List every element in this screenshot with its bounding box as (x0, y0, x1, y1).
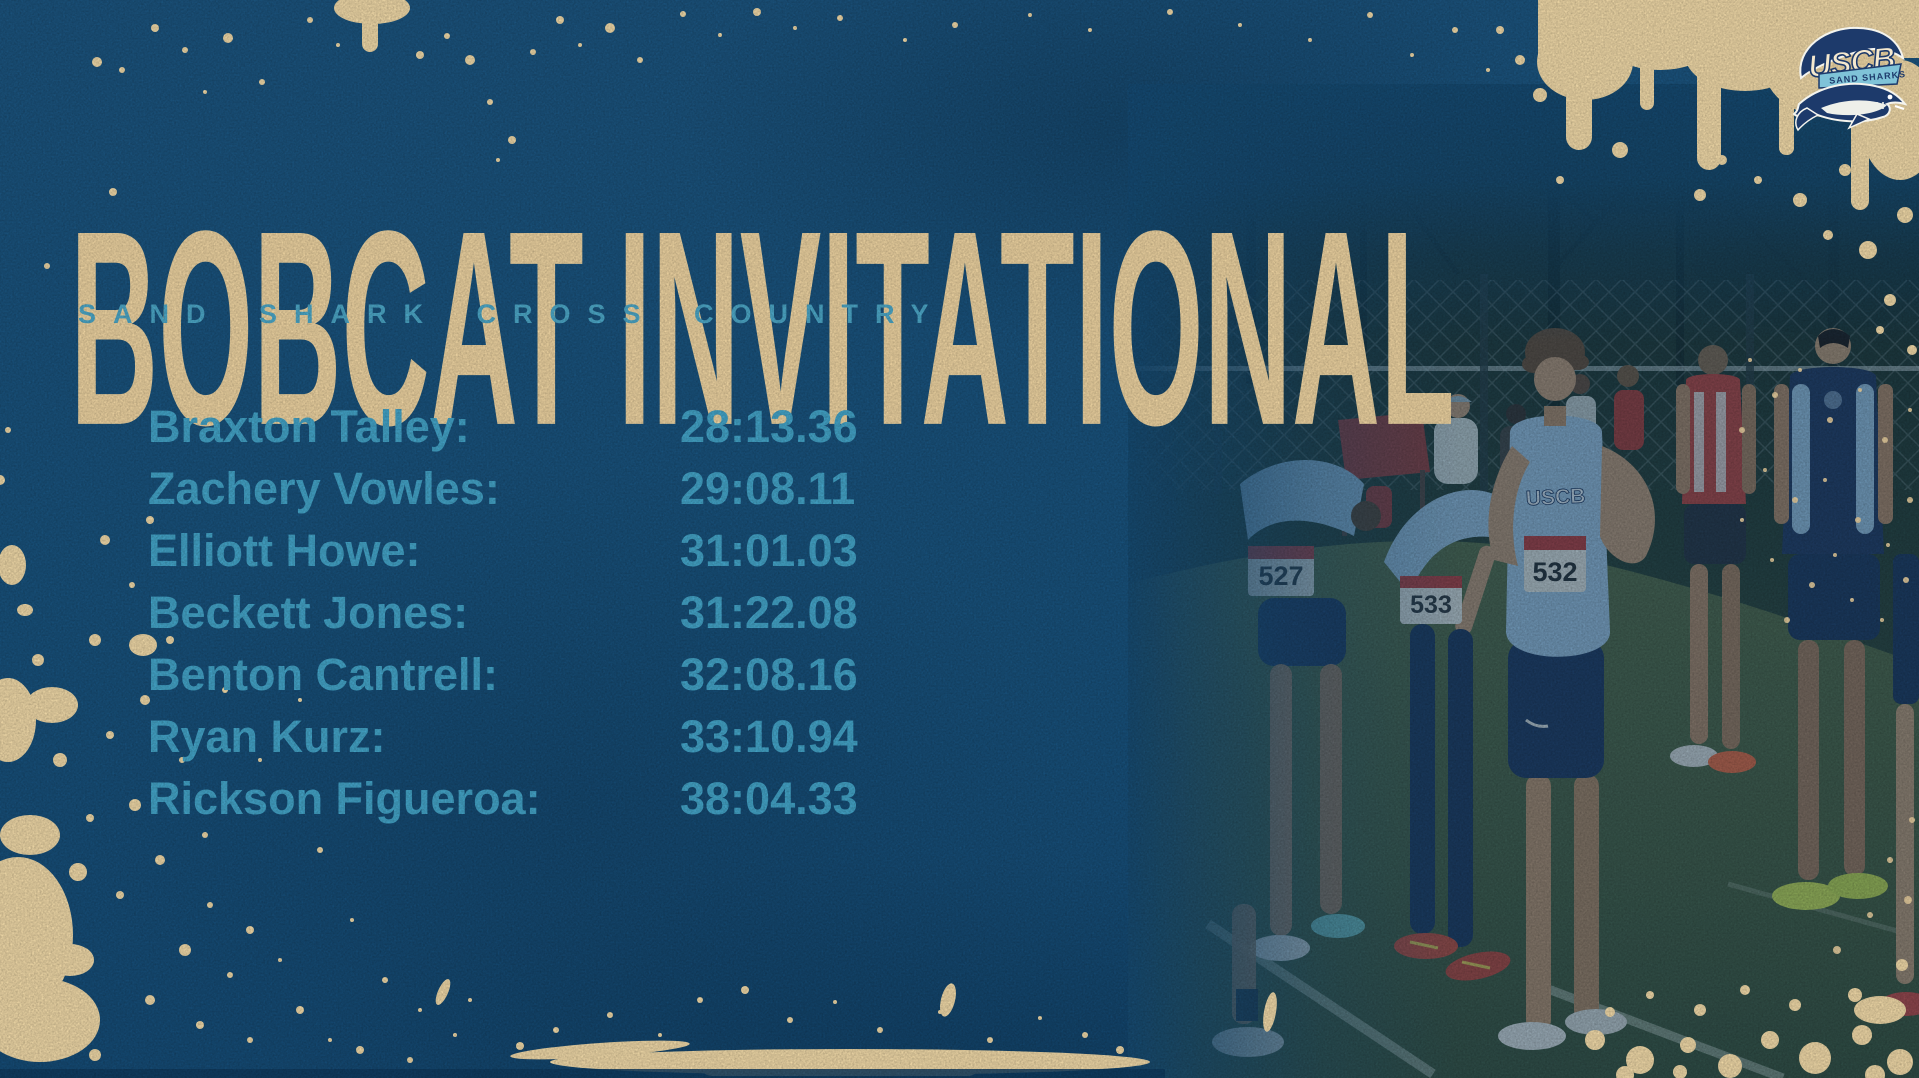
runner-time: 33:10.94 (680, 711, 858, 762)
runner-name: Elliott Howe: (148, 525, 421, 576)
result-row: Zachery Vowles: 29:08.11 (148, 458, 855, 520)
runner-name: Beckett Jones: (148, 587, 469, 638)
result-row: Elliott Howe: 31:01.03 (148, 520, 858, 582)
runner-time: 29:08.11 (680, 463, 856, 514)
runner-time: 31:22.08 (680, 587, 858, 638)
result-row: Beckett Jones: 31:22.08 (148, 582, 858, 644)
runner-name: Braxton Talley: (148, 401, 470, 452)
runner-time: 31:01.03 (680, 525, 858, 576)
runner-name: Benton Cantrell: (148, 649, 499, 700)
runner-name: Zachery Vowles: (148, 463, 500, 514)
shark-eye (1887, 94, 1893, 100)
uscb-shark-logo: USCB SAND SHARKS (1792, 26, 1908, 132)
result-row: Benton Cantrell: 32:08.16 (148, 644, 858, 706)
result-row: Ryan Kurz: 33:10.94 (148, 706, 858, 768)
runner-name: Ryan Kurz: (148, 711, 386, 762)
bottom-edge-strip (0, 1069, 1165, 1078)
event-subtitle: SAND SHARK CROSS COUNTRY (78, 299, 946, 329)
runner-time: 38:04.33 (680, 773, 858, 824)
results-list: Braxton Talley: 28:13.36 Zachery Vowles:… (148, 396, 858, 830)
uscb-logo: USCB SAND SHARKS (1791, 18, 1911, 132)
shark-mouth (1894, 105, 1905, 110)
result-row: Braxton Talley: 28:13.36 (148, 396, 858, 458)
runner-name: Rickson Figueroa: (148, 773, 541, 824)
runner-time: 28:13.36 (680, 401, 858, 452)
result-row: Rickson Figueroa: 38:04.33 (148, 768, 858, 830)
runner-time: 32:08.16 (680, 649, 858, 700)
